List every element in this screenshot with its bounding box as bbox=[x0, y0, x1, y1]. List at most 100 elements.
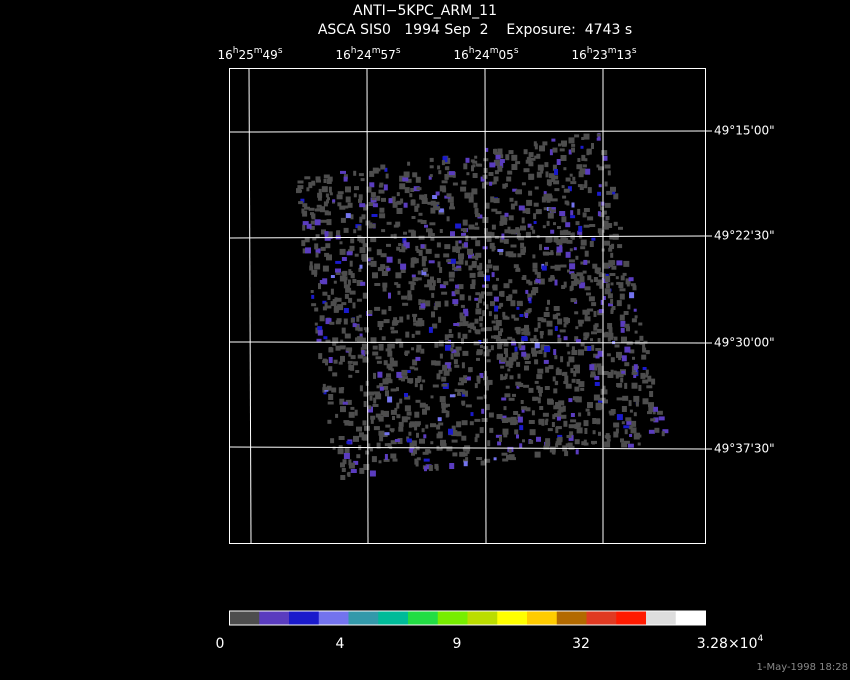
pixel-blob bbox=[546, 193, 552, 197]
pixel-blob bbox=[439, 229, 443, 233]
pixel-blob bbox=[628, 400, 632, 407]
pixel-blob bbox=[354, 409, 358, 416]
pixel-blob bbox=[451, 342, 455, 348]
pixel-blob bbox=[455, 223, 462, 229]
pixel-blob bbox=[495, 211, 502, 215]
pixel-blob bbox=[509, 197, 514, 202]
pixel-blob bbox=[400, 267, 406, 273]
pixel-blob bbox=[474, 226, 480, 230]
pixel-blob bbox=[575, 326, 579, 330]
pixel-blob bbox=[557, 338, 562, 343]
pixel-blob bbox=[486, 264, 493, 269]
unit: s bbox=[396, 46, 401, 56]
pixel-blob bbox=[429, 165, 434, 169]
pixel-blob bbox=[311, 294, 315, 299]
pixel-blob bbox=[393, 317, 398, 323]
pixel-blob bbox=[308, 182, 313, 189]
pixel-blob bbox=[525, 289, 529, 294]
pixel-blob bbox=[642, 343, 646, 348]
pixel-blob bbox=[519, 425, 524, 431]
pixel-blob bbox=[446, 410, 450, 417]
dec-grid-line bbox=[228, 235, 706, 239]
pixel-blob bbox=[367, 406, 373, 413]
pixel-blob bbox=[534, 342, 540, 349]
pixel-blob bbox=[452, 246, 457, 253]
pixel-blob bbox=[423, 434, 427, 439]
pixel-blob bbox=[408, 431, 412, 436]
pixel-blob bbox=[361, 434, 368, 441]
pixel-blob bbox=[607, 170, 611, 176]
pixel-blob bbox=[500, 357, 507, 363]
pixel-blob bbox=[315, 248, 321, 254]
pixel-blob bbox=[420, 220, 427, 224]
pixel-blob bbox=[613, 431, 619, 438]
pixel-blob bbox=[435, 465, 439, 471]
pixel-blob bbox=[425, 464, 432, 470]
pixel-blob bbox=[475, 329, 481, 335]
pixel-blob bbox=[501, 452, 508, 456]
pixel-blob bbox=[620, 320, 626, 327]
pixel-blob bbox=[582, 270, 587, 274]
pixel-blob bbox=[626, 326, 630, 332]
pixel-blob bbox=[613, 370, 617, 375]
pixel-blob bbox=[594, 375, 600, 380]
pixel-blob bbox=[439, 447, 443, 451]
pixel-blob bbox=[638, 322, 643, 326]
pixel-blob bbox=[304, 206, 310, 210]
pixel-blob bbox=[449, 278, 455, 282]
pixel-blob bbox=[302, 203, 308, 208]
pixel-blob bbox=[607, 337, 611, 342]
pixel-blob bbox=[559, 211, 566, 216]
pixel-blob bbox=[371, 214, 378, 217]
pixel-blob bbox=[452, 299, 459, 305]
pixel-blob bbox=[550, 275, 555, 278]
pixel-blob bbox=[416, 432, 419, 438]
pixel-blob bbox=[332, 337, 339, 344]
pixel-blob bbox=[466, 172, 470, 176]
pixel-blob bbox=[570, 181, 577, 185]
pixel-blob bbox=[491, 320, 496, 324]
pixel-blob bbox=[326, 385, 332, 391]
pixel-blob bbox=[576, 379, 581, 384]
pixel-blob bbox=[491, 208, 498, 212]
pixel-blob bbox=[450, 231, 455, 237]
pixel-blob bbox=[441, 291, 448, 295]
pixel-blob bbox=[520, 338, 524, 345]
pixel-blob bbox=[402, 376, 408, 380]
pixel-blob bbox=[540, 333, 544, 339]
pixel-blob bbox=[407, 290, 412, 297]
pixel-blob bbox=[373, 426, 380, 431]
pixel-blob bbox=[381, 229, 386, 233]
pixel-blob bbox=[441, 410, 448, 414]
pixel-blob bbox=[596, 137, 601, 141]
pixel-blob bbox=[426, 406, 430, 411]
pixel-blob bbox=[379, 327, 383, 331]
pixel-blob bbox=[645, 369, 649, 375]
subtitle: ASCA SIS0 1994 Sep 2 Exposure: 4743 s bbox=[318, 22, 632, 38]
pixel-blob bbox=[468, 367, 472, 373]
pixel-blob bbox=[435, 206, 441, 211]
pixel-blob bbox=[529, 439, 534, 444]
pixel-blob bbox=[490, 345, 494, 351]
pixel-blob bbox=[584, 346, 590, 351]
pixel-blob bbox=[432, 323, 437, 328]
pixel-blob bbox=[473, 202, 478, 208]
pixel-blob bbox=[537, 279, 541, 284]
pixel-blob bbox=[416, 344, 422, 350]
pixel-blob bbox=[354, 186, 359, 191]
pixel-blob bbox=[401, 416, 408, 423]
pixel-blob bbox=[409, 193, 413, 198]
pixel-blob bbox=[421, 198, 428, 204]
pixel-blob bbox=[583, 208, 590, 212]
pixel-blob bbox=[428, 175, 432, 180]
pixel-blob bbox=[591, 331, 597, 335]
pixel-blob bbox=[461, 452, 468, 457]
pixel-blob bbox=[541, 196, 546, 203]
pixel-blob bbox=[496, 305, 502, 309]
pixel-blob bbox=[475, 163, 481, 167]
pixel-blob bbox=[548, 365, 554, 370]
pixel-blob bbox=[451, 425, 456, 431]
pixel-blob bbox=[591, 344, 595, 351]
pixel-blob bbox=[515, 227, 520, 233]
pixel-blob bbox=[486, 231, 492, 235]
